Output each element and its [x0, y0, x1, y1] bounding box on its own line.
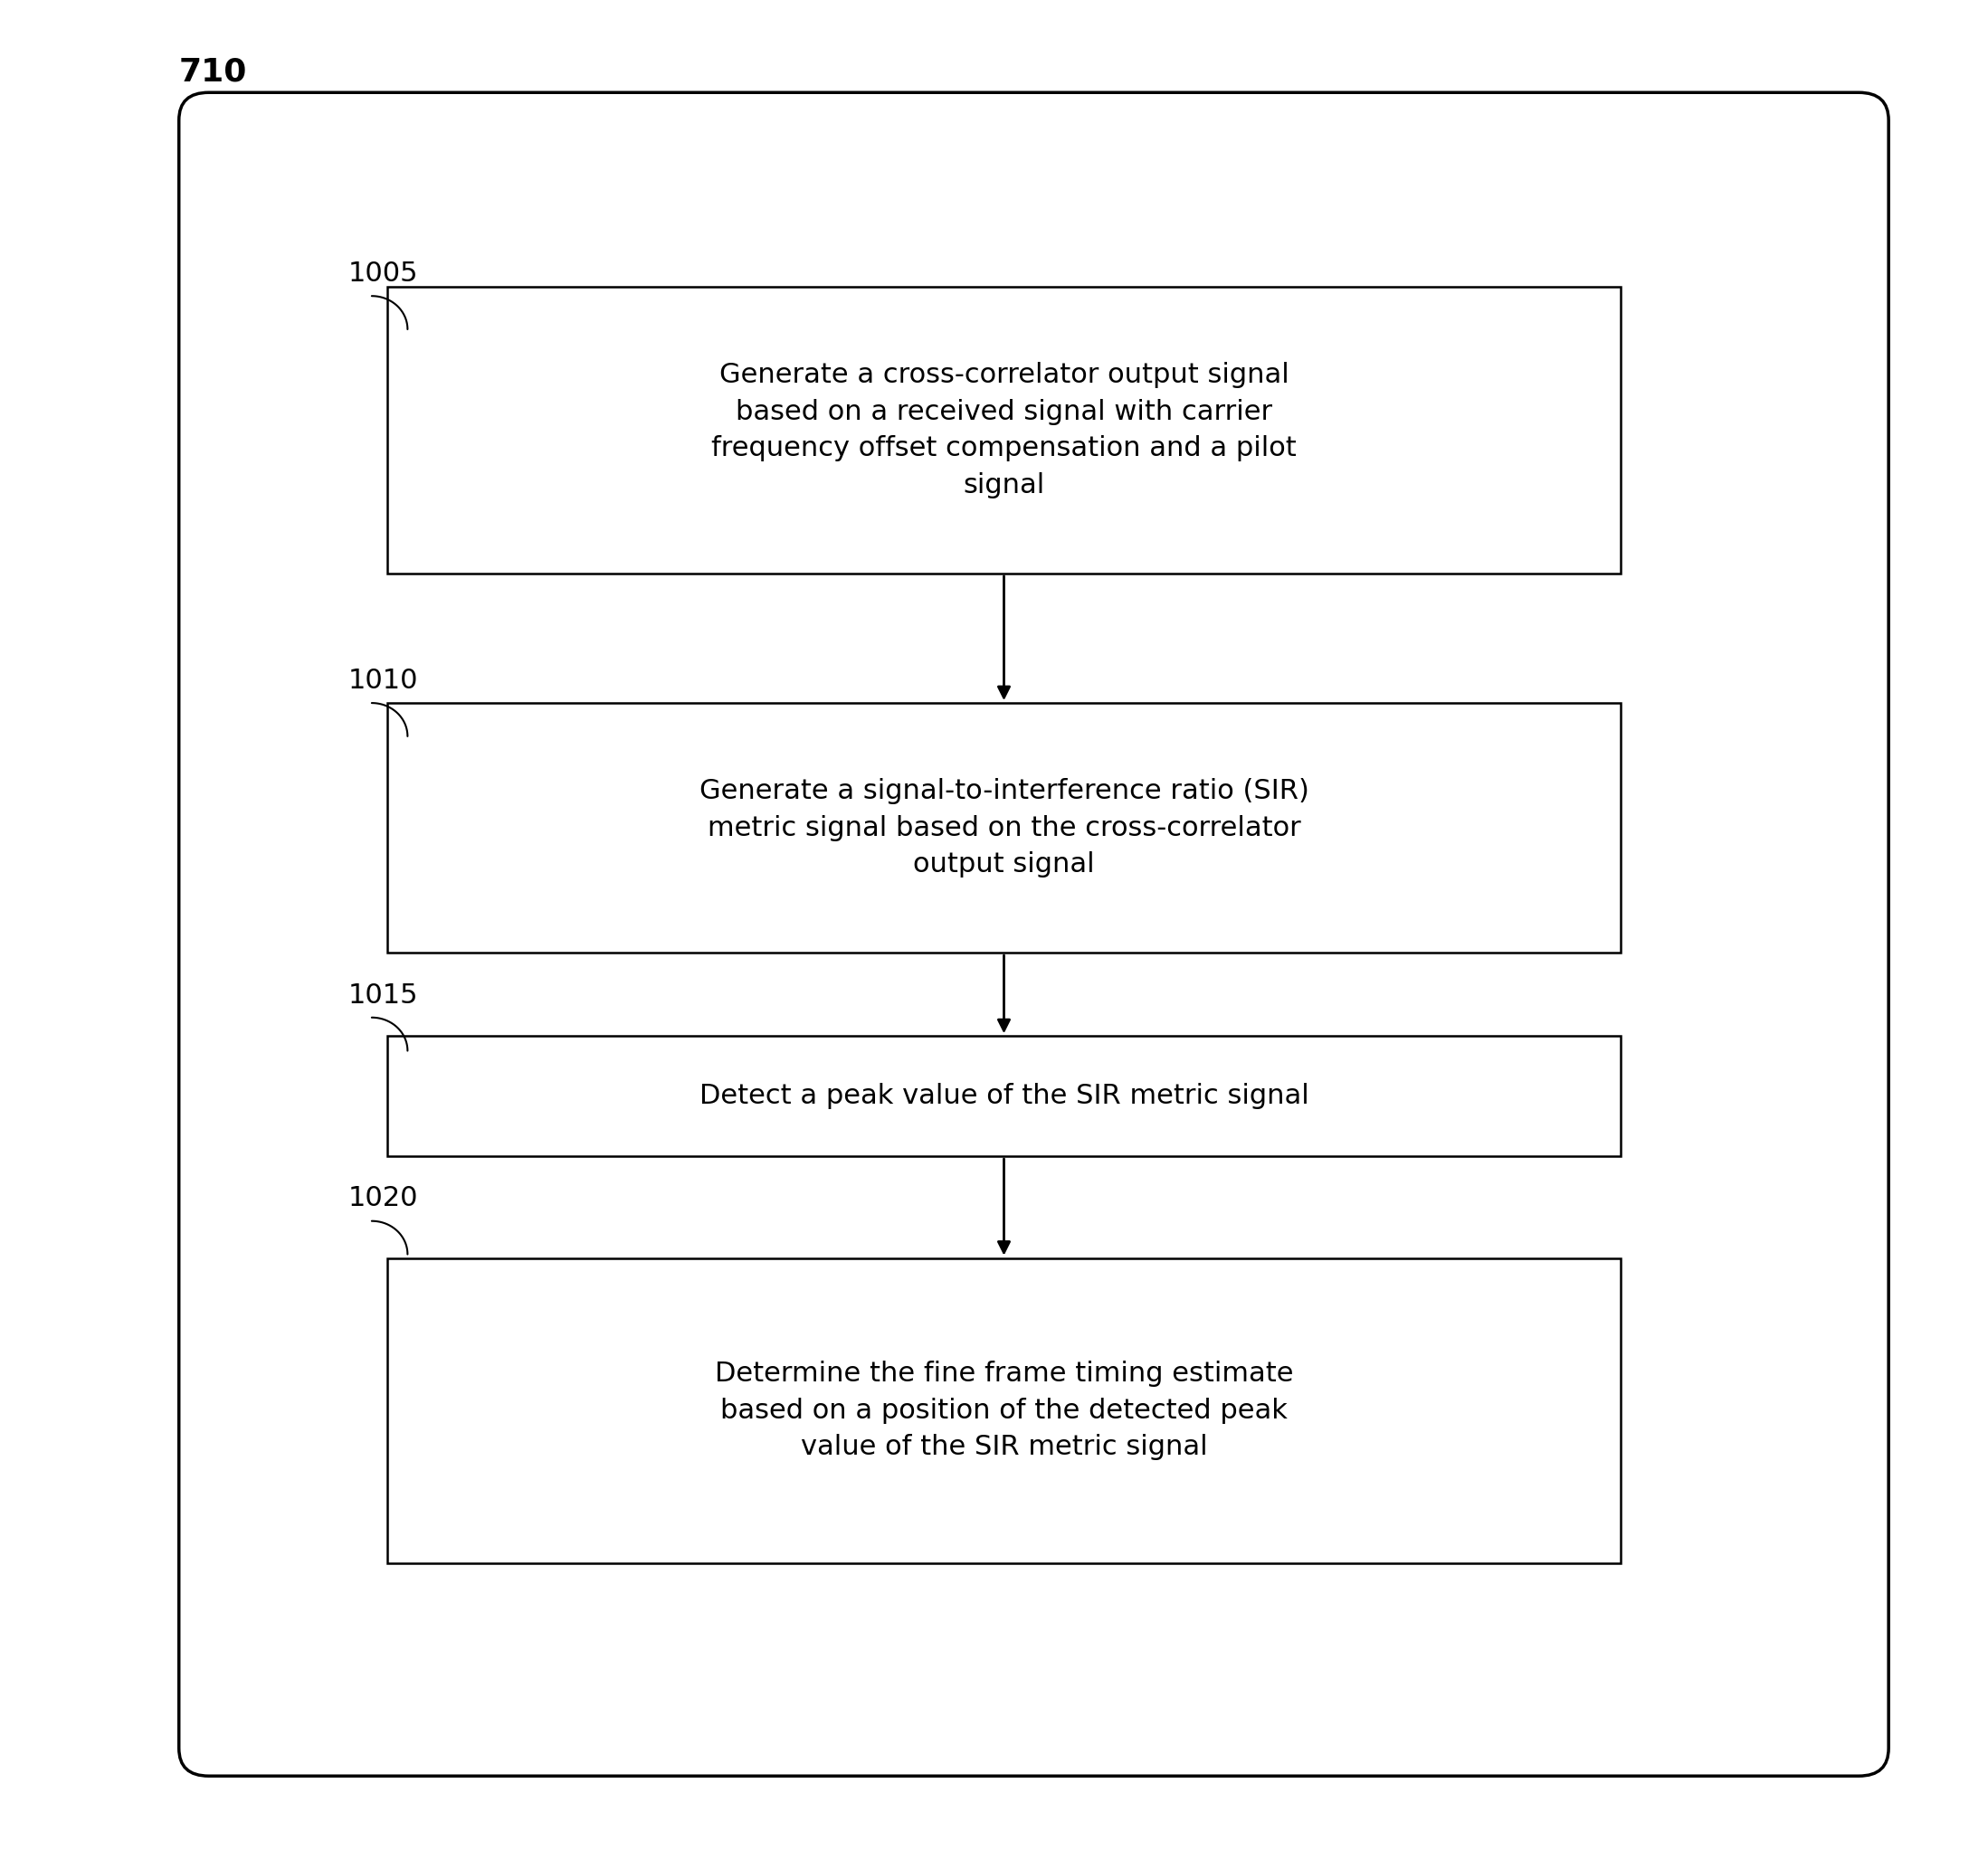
FancyBboxPatch shape: [179, 92, 1889, 1776]
Text: 1015: 1015: [348, 982, 417, 1008]
Text: 1005: 1005: [348, 261, 417, 287]
Bar: [388, 1258, 1620, 1563]
Bar: [388, 1036, 1620, 1156]
Text: Determine the fine frame timing estimate
based on a position of the detected pea: Determine the fine frame timing estimate…: [714, 1362, 1294, 1460]
Text: Generate a cross-correlator output signal
based on a received signal with carrie: Generate a cross-correlator output signa…: [712, 363, 1296, 498]
Text: 1010: 1010: [348, 668, 417, 694]
Text: 1020: 1020: [348, 1186, 417, 1212]
Text: 710: 710: [179, 55, 247, 87]
Text: Generate a signal-to-interference ratio (SIR)
metric signal based on the cross-c: Generate a signal-to-interference ratio …: [700, 779, 1308, 877]
Bar: [388, 703, 1620, 953]
Text: Detect a peak value of the SIR metric signal: Detect a peak value of the SIR metric si…: [700, 1082, 1308, 1110]
Bar: [388, 287, 1620, 574]
